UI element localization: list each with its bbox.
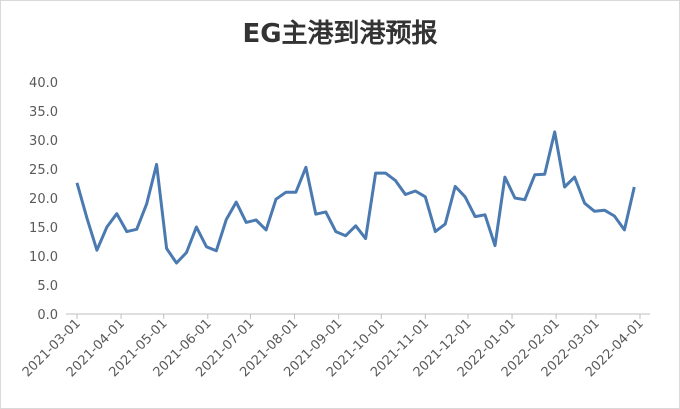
line-series xyxy=(75,130,636,265)
chart-title: EG主港到港预报 xyxy=(242,18,437,49)
y-tick-label: 40.0 xyxy=(29,76,58,91)
y-tick-label: 0.0 xyxy=(37,308,58,323)
y-tick-label: 35.0 xyxy=(29,105,58,120)
y-tick-label: 30.0 xyxy=(29,134,58,149)
y-tick-label: 20.0 xyxy=(29,192,58,207)
y-tick-label: 15.0 xyxy=(29,221,58,236)
y-tick-label: 25.0 xyxy=(29,163,58,178)
y-tick-label: 5.0 xyxy=(37,279,58,294)
y-tick-label: 10.0 xyxy=(29,250,58,265)
